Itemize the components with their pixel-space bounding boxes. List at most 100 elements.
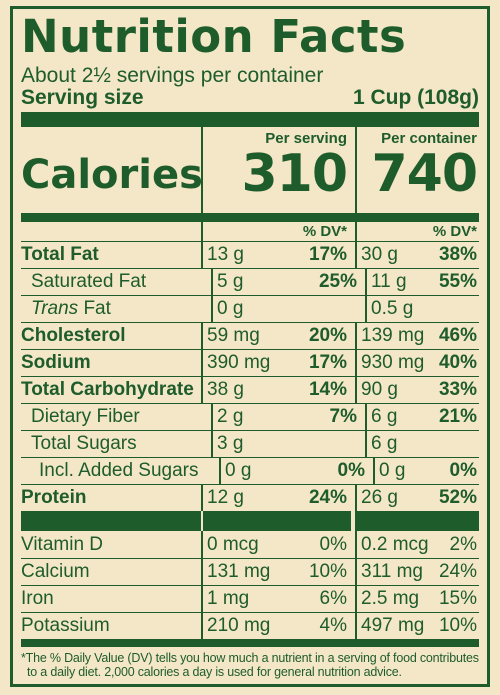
container-cell: 497 mg 10%: [355, 613, 479, 639]
container-amount: 30 g: [361, 244, 398, 265]
nutrient-row: Saturated Fat 5 g 25% 11 g 55%: [21, 268, 479, 295]
serving-cell: 131 mg 10%: [201, 559, 351, 585]
divider-split-container: [355, 511, 479, 531]
dv-header-row: % DV* % DV*: [21, 221, 479, 241]
footnote-line-2: to a daily diet. 2,000 calories a day is…: [27, 665, 402, 679]
vitamin-label: Calcium: [21, 561, 90, 582]
container-dv: 38%: [438, 244, 477, 265]
footnote-line-1: *The % Daily Value (DV) tells you how mu…: [21, 651, 479, 665]
container-dv: 40%: [438, 352, 477, 373]
serving-dv: 25%: [318, 271, 357, 292]
container-cell: 6 g: [365, 431, 479, 457]
nutrient-label-text: Total Sugars: [31, 433, 137, 454]
serving-amount: 390 mg: [207, 352, 271, 373]
vitamin-label: Iron: [21, 588, 54, 609]
serving-dv: 0%: [337, 460, 365, 481]
container-amount: 90 g: [361, 379, 398, 400]
container-cell: 139 mg 46%: [355, 323, 479, 349]
container-amount: 6 g: [371, 406, 398, 427]
vitamin-row: Potassium 210 mg 4% 497 mg 10%: [21, 612, 479, 639]
nutrient-label: Protein: [21, 487, 201, 509]
serving-cell: 12 g 24%: [201, 485, 351, 511]
nutrient-label: Saturated Fat: [21, 271, 211, 293]
nutrient-label: Incl. Added Sugars: [21, 460, 219, 482]
serving-amount: 2 g: [217, 406, 244, 427]
nutrient-label-text: Incl. Added Sugars: [39, 460, 199, 481]
nutrient-row: Total Sugars 3 g 6 g: [21, 430, 479, 457]
serving-dv: 10%: [308, 561, 347, 582]
nutrient-label-text: Sodium: [21, 352, 91, 373]
serving-cell: 1 mg 6%: [201, 586, 351, 612]
vitamin-rows: Vitamin D 0 mcg 0% 0.2 mcg 2% Calcium 131 mg 10…: [21, 531, 479, 639]
serving-amount: 210 mg: [207, 615, 271, 636]
container-dv: 10%: [438, 615, 477, 636]
divider-split: [21, 511, 479, 531]
container-dv: 21%: [438, 406, 477, 427]
container-amount: 0.5 g: [371, 298, 414, 319]
serving-cell: 38 g 14%: [201, 377, 351, 403]
serving-amount: 12 g: [207, 487, 244, 508]
serving-dv: 24%: [308, 487, 347, 508]
container-amount: 0.2 mcg: [361, 533, 429, 555]
serving-size-value: 1 Cup (108g): [352, 86, 479, 109]
container-amount: 26 g: [361, 487, 398, 508]
serving-dv: 6%: [319, 588, 347, 609]
container-cell: 0 g 0%: [373, 458, 479, 484]
container-dv: 15%: [438, 588, 477, 609]
serving-amount: 13 g: [207, 244, 244, 265]
servings-per-container: About 2½ servings per container: [21, 64, 324, 87]
per-serving-label: Per serving: [265, 130, 347, 147]
container-cell: 311 mg 24%: [355, 559, 479, 585]
footnote: *The % Daily Value (DV) tells you how mu…: [21, 647, 479, 679]
divider-thick: [21, 112, 479, 127]
serving-size-row: Serving size 1 Cup (108g): [21, 87, 479, 109]
divider-footnote: [21, 639, 479, 647]
nutrient-label: Trans Fat: [21, 298, 211, 320]
nutrition-facts-panel: Nutrition Facts About 2½ servings per co…: [10, 6, 490, 687]
nutrient-row: Total Carbohydrate 38 g 14% 90 g 33%: [21, 376, 479, 403]
nutrient-rows: Total Fat 13 g 17% 30 g 38% Saturated Fat 5 g 2…: [21, 241, 479, 511]
container-cell: 2.5 mg 15%: [355, 586, 479, 612]
serving-amount: 1 mg: [207, 588, 250, 609]
container-amount: 497 mg: [361, 615, 425, 636]
nutrient-label: Cholesterol: [21, 325, 201, 347]
nutrient-label-text: Saturated Fat: [31, 271, 147, 292]
calories-row: Calories Per serving 310 Per container 7…: [21, 127, 479, 213]
container-cell: 30 g 38%: [355, 242, 479, 268]
serving-dv: 0%: [319, 533, 347, 555]
container-cell: 90 g 33%: [355, 377, 479, 403]
nutrient-label: Dietary Fiber: [21, 406, 211, 428]
serving-dv: 17%: [308, 352, 347, 373]
nutrient-row: Total Fat 13 g 17% 30 g 38%: [21, 241, 479, 268]
serving-cell: 390 mg 17%: [201, 350, 351, 376]
serving-dv: 20%: [308, 325, 347, 346]
container-amount: 0 g: [379, 460, 406, 481]
serving-cell: 59 mg 20%: [201, 323, 351, 349]
serving-amount: 131 mg: [207, 561, 271, 582]
nutrient-label-text: Protein: [21, 487, 87, 508]
nutrient-row: Protein 12 g 24% 26 g 52%: [21, 484, 479, 511]
serving-cell: 0 g: [211, 296, 361, 322]
per-serving-column: Per serving 310: [201, 127, 351, 213]
panel-inner: Nutrition Facts About 2½ servings per co…: [21, 9, 479, 679]
serving-amount: 3 g: [217, 433, 244, 454]
serving-amount: 38 g: [207, 379, 244, 400]
container-cell: 0.5 g: [365, 296, 479, 322]
vitamin-row: Calcium 131 mg 10% 311 mg 24%: [21, 558, 479, 585]
serving-cell: 13 g 17%: [201, 242, 351, 268]
vitamin-label: Vitamin D: [21, 533, 104, 555]
container-cell: 930 mg 40%: [355, 350, 479, 376]
container-amount: 2.5 mg: [361, 588, 420, 609]
nutrient-label-italic: Trans: [31, 298, 79, 319]
serving-dv: 14%: [308, 379, 347, 400]
serving-amount: 0 mcg: [207, 533, 259, 555]
serving-cell: 5 g 25%: [211, 269, 361, 295]
container-amount: 311 mg: [361, 561, 423, 582]
serving-size-label: Serving size: [21, 86, 144, 109]
divider-split-label: [21, 511, 201, 531]
calories-per-serving: 310: [241, 144, 348, 204]
container-cell: 11 g 55%: [365, 269, 479, 295]
nutrient-label: Sodium: [21, 352, 201, 374]
nutrient-label: Total Carbohydrate: [21, 379, 201, 401]
vitamin-row: Vitamin D 0 mcg 0% 0.2 mcg 2%: [21, 531, 479, 558]
